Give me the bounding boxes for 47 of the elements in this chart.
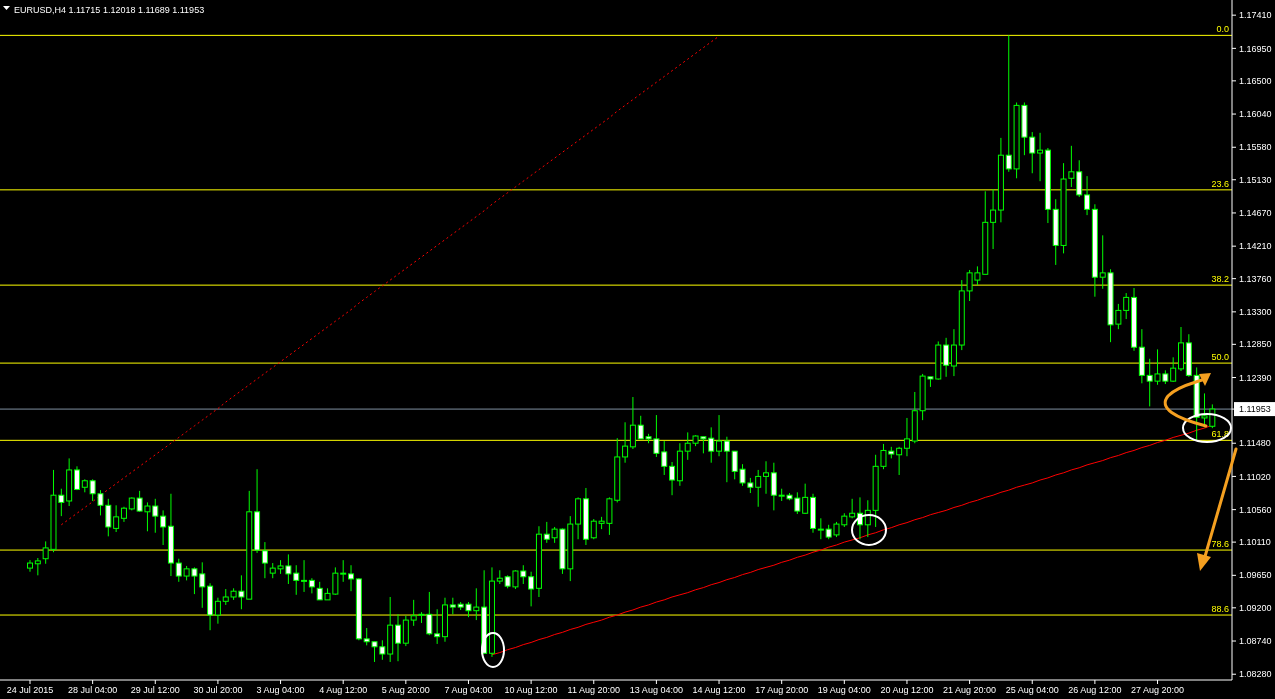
y-tick-label: 1.11953	[1239, 404, 1271, 415]
annotation: 0.0	[1216, 24, 1229, 35]
text: EURUSD,H4 1.11715 1.12018 1.11689 1.11953	[14, 5, 205, 15]
x-tick-label: 21 Aug 20:00	[943, 685, 997, 695]
y-tick-label: 1.14210	[1239, 241, 1272, 252]
annotation: 38.2	[1211, 274, 1229, 285]
annotation: 78.6	[1211, 539, 1229, 550]
y-tick-label: 1.11480	[1239, 438, 1271, 449]
x-tick-label: 17 Aug 20:00	[755, 685, 809, 695]
y-tick-label: 1.12850	[1239, 339, 1272, 350]
x-tick-label: 14 Aug 12:00	[692, 685, 746, 695]
y-tick-label: 1.08280	[1239, 669, 1272, 680]
x-tick-label: 5 Aug 20:00	[381, 685, 430, 695]
x-tick-label: 24 Jul 2015	[6, 685, 54, 695]
y-tick-label: 1.16950	[1239, 43, 1272, 54]
x-tick-label: 20 Aug 12:00	[880, 685, 934, 695]
y-tick-label: 1.10110	[1239, 537, 1271, 548]
x-tick-label: 29 Jul 12:00	[130, 685, 180, 695]
x-tick-label: 26 Aug 12:00	[1068, 685, 1122, 695]
x-tick-label: 28 Jul 04:00	[68, 685, 118, 695]
y-tick-label: 1.16500	[1239, 76, 1272, 86]
y-tick-label: 1.11020	[1239, 471, 1271, 482]
y-tick-label: 1.17410	[1239, 10, 1272, 21]
y-tick-label: 1.08740	[1239, 636, 1272, 647]
x-tick-label: 11 Aug 20:00	[567, 685, 620, 695]
x-tick-label: 7 Aug 04:00	[444, 685, 493, 695]
annotation: 88.6	[1211, 604, 1229, 615]
y-tick-label: 1.09650	[1239, 570, 1272, 581]
y-tick-label: 1.09200	[1239, 602, 1272, 613]
x-tick-label: 27 Aug 20:00	[1130, 685, 1185, 695]
y-tick-label: 1.10560	[1239, 504, 1272, 515]
x-tick-label: 30 Jul 20:00	[193, 685, 243, 695]
x-tick-label: 4 Aug 12:00	[319, 685, 368, 695]
y-tick-label: 1.15580	[1239, 142, 1272, 153]
y-tick-label: 1.16040	[1239, 109, 1272, 120]
y-tick-label: 1.13760	[1239, 273, 1272, 284]
x-tick-label: 19 Aug 04:00	[817, 685, 871, 695]
y-tick-label: 1.15130	[1239, 174, 1272, 185]
annotation: 50.0	[1211, 352, 1229, 363]
x-tick-label: 25 Aug 04:00	[1005, 685, 1059, 695]
x-tick-label: 3 Aug 04:00	[256, 685, 305, 695]
y-tick-label: 1.12390	[1239, 372, 1272, 383]
y-tick-label: 1.14670	[1239, 208, 1272, 219]
annotation: 23.6	[1211, 178, 1229, 189]
y-tick-label: 1.13300	[1239, 307, 1272, 317]
x-tick-label: 13 Aug 04:00	[629, 685, 683, 695]
x-tick-label: 10 Aug 12:00	[504, 685, 558, 695]
